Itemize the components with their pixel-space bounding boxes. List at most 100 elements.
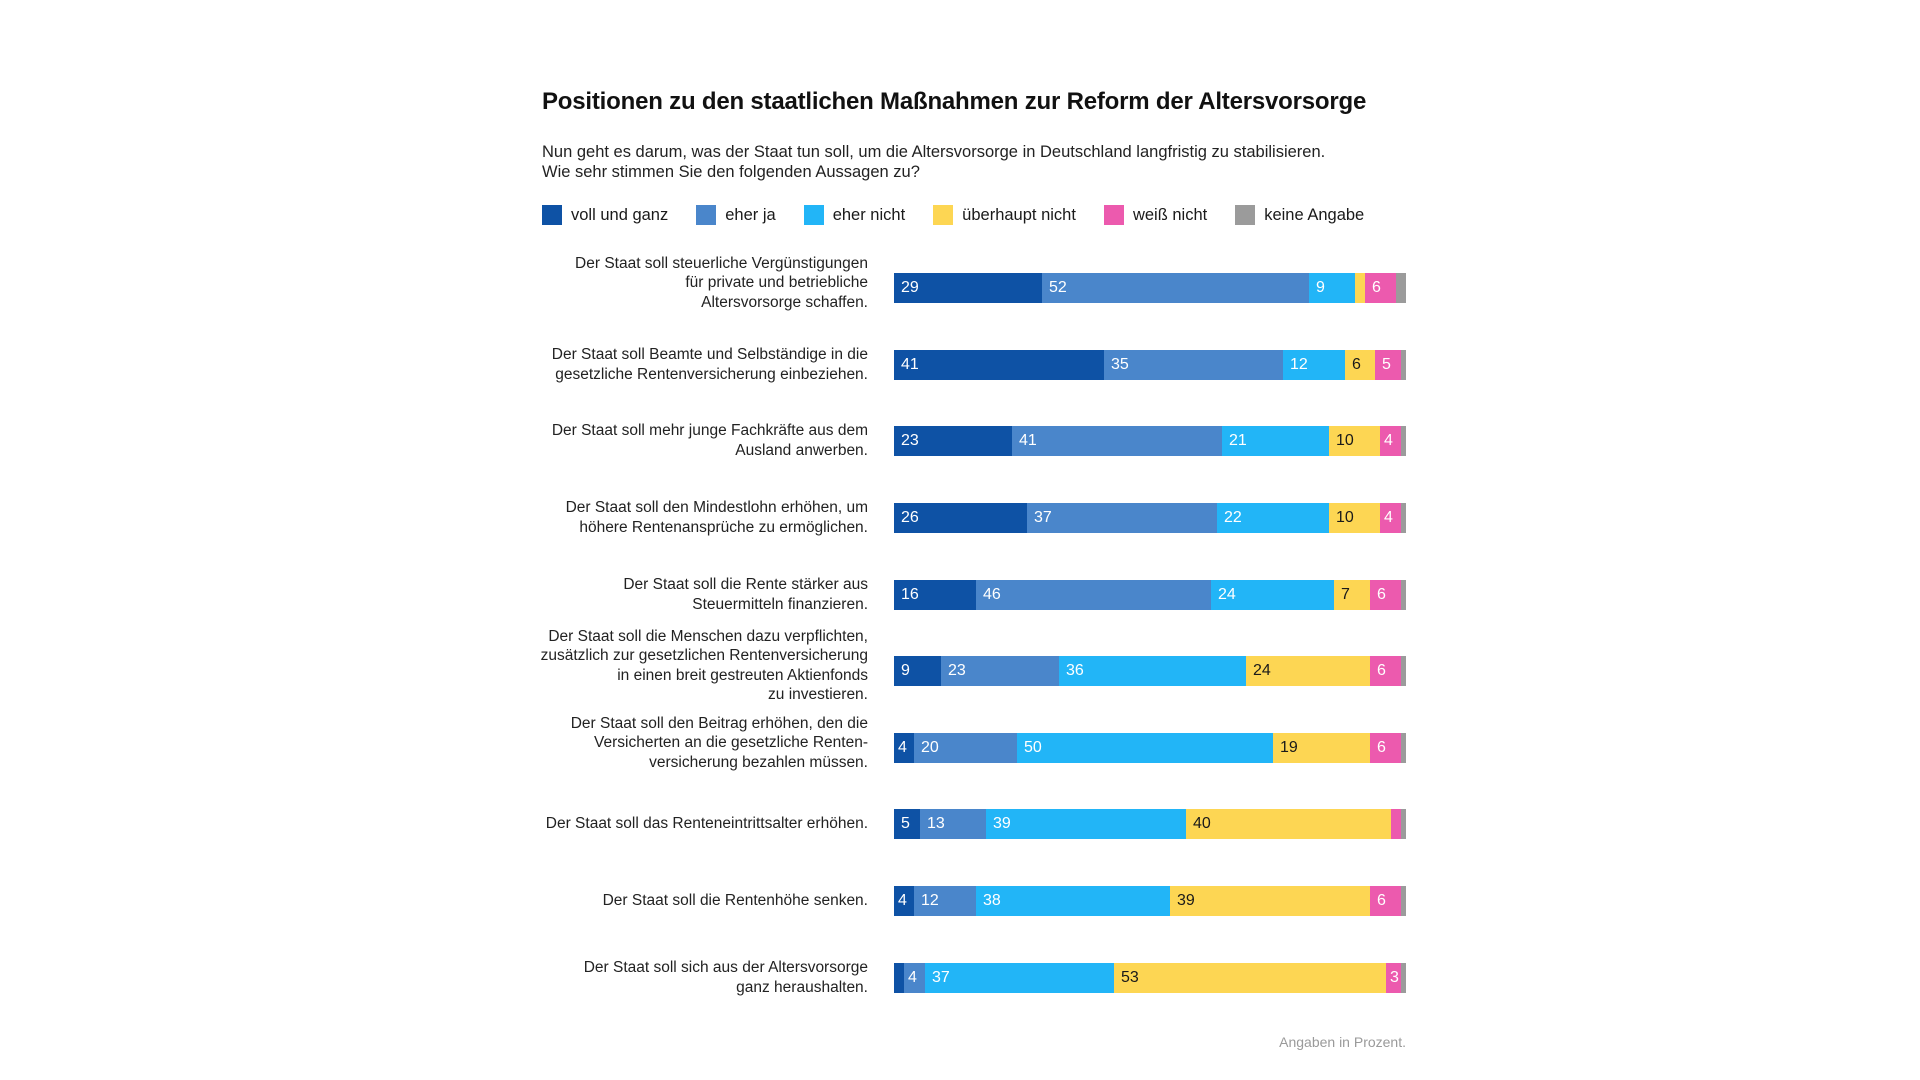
stacked-bar: 26 37 22 10 4 — [894, 503, 1406, 533]
bar-segment-voll-und-ganz — [894, 733, 914, 763]
bar-segment-eher-ja — [1012, 426, 1222, 456]
data-label: 37 — [1034, 509, 1052, 526]
category-label-line: Altersvorsorge schaffen. — [701, 293, 868, 311]
category-label-line: Der Staat soll die Rentenhöhe senken. — [602, 892, 868, 909]
bar-segment-weiß-nicht — [1370, 733, 1401, 763]
stacked-bar: 4 20 50 19 6 — [894, 733, 1406, 763]
category-label-line: Versicherten an die gesetzliche Renten- — [594, 734, 868, 751]
bar-segment-voll-und-ganz — [894, 350, 1104, 380]
bar-segment-eher-nicht — [986, 809, 1186, 839]
bar-segment-eher-nicht — [1222, 426, 1329, 456]
category-label: Der Staat soll den Beitrag erhöhen, den … — [508, 714, 868, 773]
bar-segment-eher-ja — [914, 886, 976, 916]
bar-segment-eher-nicht — [925, 963, 1114, 993]
bar-segment-überhaupt-nicht — [1273, 733, 1370, 763]
category-label-line: Ausland anwerben. — [735, 441, 868, 459]
bar-segment-eher-ja — [1027, 503, 1217, 533]
bar-segment-eher-ja — [1104, 350, 1283, 380]
data-label: 6 — [1352, 356, 1361, 373]
data-label: 35 — [1111, 356, 1129, 373]
bar-segment-eher-ja — [914, 733, 1017, 763]
chart-title: Positionen zu den staatlichen Maßnahmen … — [542, 88, 1367, 115]
legend-label: voll und ganz — [571, 205, 669, 224]
bar-segment-eher-nicht — [976, 886, 1170, 916]
category-label-line: gesetzliche Rentenversicherung einbezieh… — [555, 365, 868, 383]
bar-segment-weiß-nicht — [1370, 580, 1401, 610]
legend-label: überhaupt nicht — [962, 205, 1076, 224]
data-label: 13 — [927, 815, 945, 832]
bar-segment-eher-ja — [920, 809, 986, 839]
bar-segment-eher-nicht — [1211, 580, 1334, 610]
bar-segment-weiß-nicht — [1380, 503, 1401, 533]
legend-swatch — [542, 205, 562, 225]
category-label-line: Der Staat soll Beamte und Selbständige i… — [551, 346, 868, 364]
stacked-bar: 4 12 38 39 6 — [894, 886, 1406, 916]
bar-segment-eher-nicht — [1283, 350, 1345, 380]
data-label: 12 — [921, 892, 939, 909]
bar-segment-voll-und-ganz — [894, 426, 1012, 456]
data-label: 16 — [901, 586, 919, 603]
data-label: 38 — [983, 892, 1001, 909]
legend-swatch — [696, 205, 717, 225]
data-label: 37 — [932, 969, 950, 986]
bar-segment-überhaupt-nicht — [1355, 273, 1365, 303]
data-label: 41 — [1019, 432, 1037, 449]
data-label: 6 — [1377, 586, 1386, 603]
bar-segment-eher-ja — [976, 580, 1211, 610]
data-label: 5 — [1382, 356, 1391, 373]
bar-segment-überhaupt-nicht — [1334, 580, 1370, 610]
data-label: 41 — [901, 356, 919, 373]
stacked-bar: 29 52 9 6 — [894, 273, 1406, 303]
bar-segment-voll-und-ganz — [894, 656, 941, 686]
bar-segment-weiß-nicht — [1365, 273, 1396, 303]
data-label: 39 — [993, 815, 1011, 832]
subtitle-line: Nun geht es darum, was der Staat tun sol… — [542, 143, 1326, 161]
category-label: Der Staat soll den Mindestlohn erhöhen, … — [508, 498, 868, 537]
data-label: 6 — [1372, 279, 1381, 296]
data-label: 23 — [901, 432, 919, 449]
bar-segment-eher-nicht — [1309, 273, 1355, 303]
bar-segment-keine-Angabe — [1396, 273, 1406, 303]
data-label: 21 — [1229, 432, 1247, 449]
category-label: Der Staat soll steuerliche Vergünstigung… — [508, 254, 868, 313]
category-label-line: Der Staat soll sich aus der Altersvorsor… — [583, 959, 868, 977]
legend-swatch — [1235, 205, 1256, 225]
data-label: 4 — [898, 892, 907, 909]
footnote: Angaben in Prozent. — [1279, 1034, 1406, 1050]
category-label-line: versicherung bezahlen müssen. — [649, 753, 868, 771]
data-label: 29 — [901, 279, 919, 296]
data-label: 19 — [1280, 739, 1298, 756]
category-label: Der Staat soll Beamte und Selbständige i… — [508, 345, 868, 384]
legend-label: keine Angabe — [1264, 205, 1365, 224]
data-label: 20 — [921, 739, 939, 756]
bar-segment-keine-Angabe — [1401, 886, 1406, 916]
bar-segment-überhaupt-nicht — [1186, 809, 1391, 839]
stacked-bar: 16 46 24 7 6 — [894, 580, 1406, 610]
bar-segment-keine-Angabe — [1401, 963, 1406, 993]
legend-item: eher nicht — [803, 205, 906, 225]
legend-label: eher nicht — [832, 205, 906, 224]
data-label: 50 — [1024, 739, 1042, 756]
data-label: 39 — [1177, 892, 1195, 909]
bar-segment-weiß-nicht — [1370, 886, 1401, 916]
category-label-line: Der Staat soll die Menschen dazu verpfli… — [548, 627, 868, 645]
bar-segment-überhaupt-nicht — [1345, 350, 1375, 380]
stacked-bar: 41 35 12 6 5 — [894, 350, 1406, 380]
legend-item: voll und ganz — [542, 205, 668, 225]
legend-label: eher ja — [725, 205, 776, 224]
category-label: Der Staat soll die Rentenhöhe senken. — [508, 891, 868, 911]
bar-segment-überhaupt-nicht — [1329, 426, 1380, 456]
category-label-line: Der Staat soll mehr junge Fachkräfte aus… — [551, 422, 868, 440]
category-label-line: höhere Rentenansprüche zu ermöglichen. — [579, 518, 868, 536]
data-label: 40 — [1193, 815, 1211, 832]
data-label: 53 — [1121, 969, 1139, 986]
bar-segment-eher-ja — [941, 656, 1059, 686]
bar-segment-voll-und-ganz — [894, 273, 1042, 303]
data-label: 5 — [901, 815, 910, 832]
data-label: 22 — [1224, 509, 1242, 526]
data-label: 52 — [1049, 279, 1067, 296]
bar-segment-keine-Angabe — [1401, 426, 1406, 456]
bar-segment-keine-Angabe — [1401, 350, 1406, 380]
data-label: 4 — [1384, 509, 1393, 526]
category-label-line: Der Staat soll den Mindestlohn erhöhen, … — [565, 499, 868, 517]
